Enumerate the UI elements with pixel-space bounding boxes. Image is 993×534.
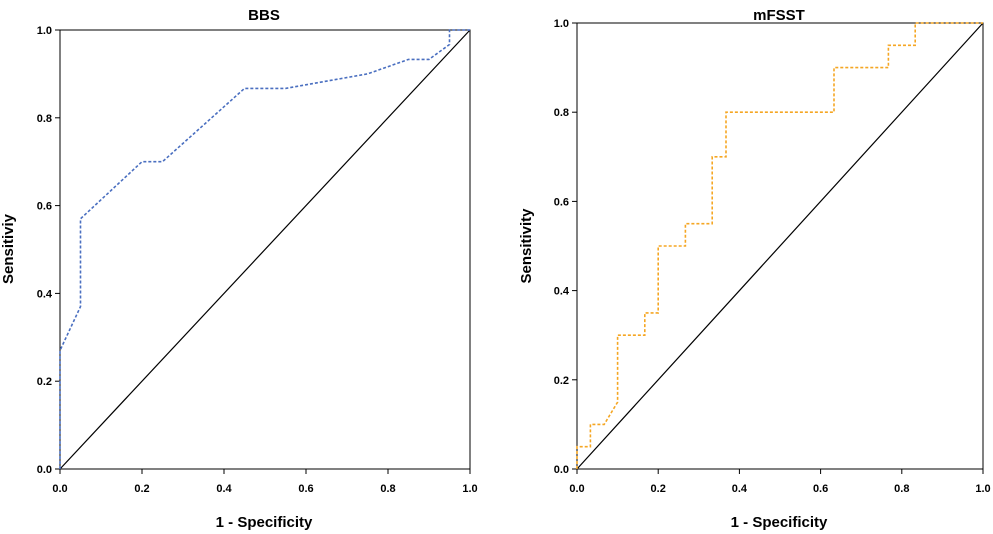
- chart-title: BBS: [248, 7, 280, 24]
- y-tick-label: 1.0: [554, 18, 569, 30]
- roc-curve: [576, 22, 983, 469]
- x-tick-label: 0.8: [894, 483, 909, 495]
- x-tick-label: 0.2: [134, 483, 149, 495]
- y-tick-label: 1.0: [37, 25, 52, 37]
- reference-line: [59, 29, 471, 470]
- x-axis-label: 1 - Specificity: [216, 514, 313, 531]
- y-tick-label: 0.4: [37, 288, 53, 300]
- y-axis-label: Sensitiviy: [0, 213, 17, 284]
- x-tick-label: 0.6: [813, 483, 828, 495]
- x-tick-label: 0.8: [380, 483, 395, 495]
- y-tick-label: 0.4: [554, 286, 570, 298]
- y-tick-label: 0.2: [554, 375, 569, 387]
- y-axis-label: Sensitivity: [518, 208, 535, 284]
- y-tick-label: 0.8: [37, 113, 52, 125]
- x-tick-label: 0.0: [52, 483, 67, 495]
- x-tick-label: 0.2: [651, 483, 666, 495]
- x-tick-label: 0.0: [569, 483, 584, 495]
- y-tick-label: 0.0: [37, 464, 52, 476]
- chart-title: mFSST: [753, 7, 805, 24]
- plot-frame: [59, 29, 471, 470]
- y-tick-label: 0.8: [554, 107, 569, 119]
- axis-ticks: 0.0 0.2 0.4 0.6 0.8 1.0 0.0 0.2 0.4 0.6 0.8 1.0: [554, 18, 991, 495]
- x-tick-label: 0.4: [732, 483, 748, 495]
- y-tick-label: 0.6: [37, 201, 52, 213]
- roc-curve: [59, 29, 470, 469]
- plot-frame: [576, 22, 984, 470]
- x-tick-label: 0.4: [216, 483, 232, 495]
- axis-ticks: 0.0 0.2 0.4 0.6 0.8 1.0 0.0 0.2 0.4 0.6 0.8 1.0: [37, 25, 478, 495]
- bbs-roc-chart: BBS 0.0 0.2 0.4 0.6 0.8 1.0 0.0 0.2 0.4 0.6 0.8 1.0…: [0, 7, 478, 531]
- y-tick-label: 0.0: [554, 464, 569, 476]
- x-axis-label: 1 - Specificity: [731, 514, 828, 531]
- x-tick-label: 0.6: [298, 483, 313, 495]
- x-tick-label: 1.0: [462, 483, 477, 495]
- mfsst-roc-chart: mFSST 0.0 0.2 0.4 0.6 0.8 1.0 0.0 0.2 0.4 0.6 0.8 1…: [518, 7, 991, 531]
- y-tick-label: 0.2: [37, 376, 52, 388]
- reference-line: [576, 22, 984, 470]
- x-tick-label: 1.0: [975, 483, 990, 495]
- y-tick-label: 0.6: [554, 196, 569, 208]
